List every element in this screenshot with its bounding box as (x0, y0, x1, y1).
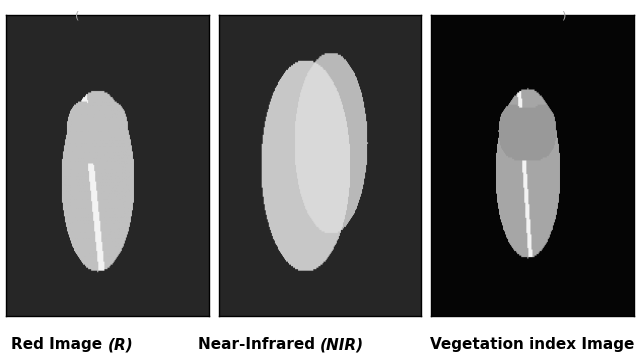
Text: Near-Infrared: Near-Infrared (198, 337, 320, 352)
Text: Red Image: Red Image (12, 337, 108, 352)
Text: (R): (R) (108, 337, 134, 352)
Text: Vegetation index Image: Vegetation index Image (430, 337, 634, 352)
Text: (: ( (75, 11, 79, 21)
Text: (NIR): (NIR) (320, 337, 364, 352)
Text: ): ) (561, 11, 565, 21)
